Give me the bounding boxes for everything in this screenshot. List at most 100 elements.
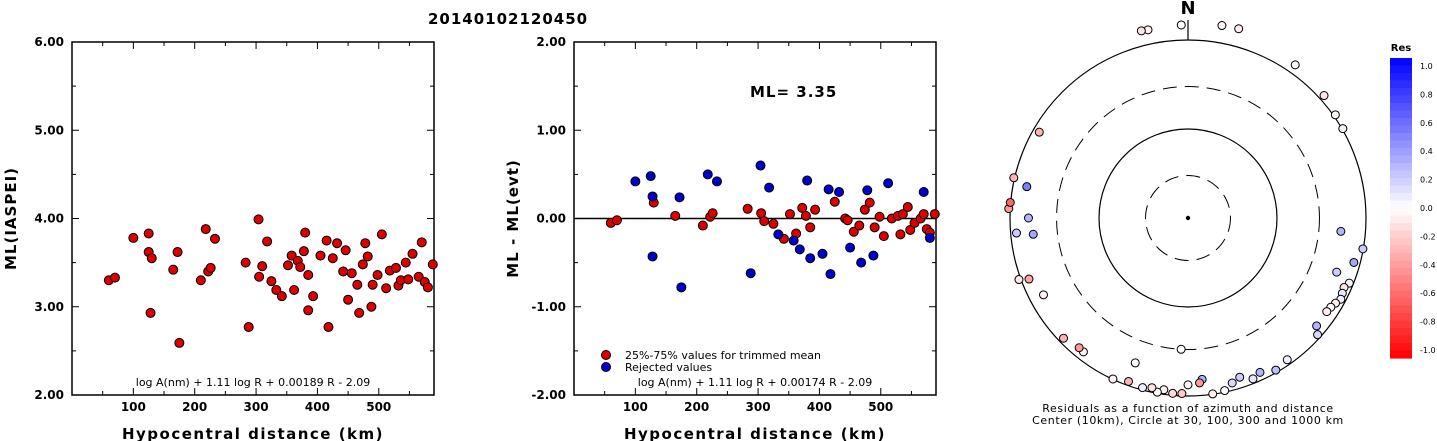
residual-point bbox=[1038, 290, 1048, 300]
data-point bbox=[823, 184, 834, 195]
x-tick-label: 200 bbox=[182, 400, 207, 414]
colorbar-segment bbox=[1390, 313, 1412, 322]
data-point bbox=[802, 175, 813, 186]
data-point bbox=[372, 269, 383, 280]
x-tick-label: 300 bbox=[746, 400, 771, 414]
data-point bbox=[346, 268, 357, 279]
data-point bbox=[862, 185, 873, 196]
data-point bbox=[289, 284, 300, 295]
residual-point bbox=[1023, 213, 1033, 223]
residual-point bbox=[1220, 386, 1230, 396]
data-point bbox=[367, 279, 378, 290]
data-point bbox=[146, 253, 157, 264]
residual-point bbox=[1271, 365, 1281, 375]
data-point bbox=[854, 220, 865, 231]
residual-point bbox=[1177, 389, 1187, 399]
center-dot bbox=[1185, 215, 1191, 221]
colorbar-segment bbox=[1390, 245, 1412, 254]
y-tick-label: 0.00 bbox=[536, 212, 566, 226]
colorbar-tick-label: 1.0 bbox=[1420, 62, 1433, 71]
colorbar-segment bbox=[1390, 80, 1412, 89]
data-point bbox=[340, 245, 351, 256]
data-point bbox=[174, 337, 185, 348]
data-point bbox=[797, 202, 808, 213]
y-tick-label: -2.00 bbox=[531, 388, 566, 402]
residual-point bbox=[1330, 110, 1340, 120]
colorbar-segment bbox=[1390, 260, 1412, 269]
residual-point bbox=[1124, 376, 1134, 386]
x-tick-label: 400 bbox=[807, 400, 832, 414]
data-point bbox=[266, 276, 277, 287]
legend-label: 25%-75% values for trimmed mean bbox=[625, 349, 821, 362]
colorbar-segment bbox=[1390, 140, 1412, 149]
residual-point bbox=[1319, 91, 1329, 101]
data-point bbox=[168, 264, 179, 275]
residual-point bbox=[1183, 380, 1193, 390]
colorbar-segment bbox=[1390, 185, 1412, 194]
data-point bbox=[308, 291, 319, 302]
north-label: N bbox=[1180, 0, 1195, 19]
legend-label: Rejected values bbox=[625, 361, 712, 374]
data-point bbox=[390, 262, 401, 273]
residual-point bbox=[1195, 378, 1205, 388]
colorbar-segment bbox=[1390, 148, 1412, 157]
residual-point bbox=[1168, 388, 1178, 398]
colorbar-title: Res bbox=[1391, 43, 1411, 54]
colorbar-tick-label: 0.0 bbox=[1420, 204, 1433, 213]
data-point bbox=[707, 208, 718, 219]
data-point bbox=[742, 203, 753, 214]
colorbar-segment bbox=[1390, 65, 1412, 74]
x-tick-label: 100 bbox=[623, 400, 648, 414]
residual-point bbox=[1176, 344, 1186, 354]
data-point bbox=[897, 209, 908, 220]
colorbar-segment bbox=[1390, 335, 1412, 344]
scatter-panel-2: 100 200 300 400 500 -2.00 -1.00 0.00 1.00 2.00 Hyp… bbox=[504, 35, 940, 441]
data-point bbox=[805, 222, 816, 233]
colorbar-tick-label: -0.2 bbox=[1420, 232, 1436, 241]
colorbar-segment bbox=[1390, 95, 1412, 104]
data-point bbox=[794, 244, 805, 255]
residual-point bbox=[1009, 173, 1019, 183]
colorbar-segment bbox=[1390, 200, 1412, 209]
data-point bbox=[859, 204, 870, 215]
ml-annotation: ML= 3.35 bbox=[750, 83, 837, 101]
data-point bbox=[645, 171, 656, 182]
data-point bbox=[805, 253, 816, 264]
colorbar-segment bbox=[1390, 305, 1412, 314]
colorbar-tick-label: 0.6 bbox=[1420, 119, 1433, 128]
data-point bbox=[647, 191, 658, 202]
residual-point bbox=[1349, 257, 1359, 267]
residual-point bbox=[1108, 374, 1118, 384]
residual-point bbox=[1034, 127, 1044, 137]
data-point bbox=[842, 215, 853, 226]
polar-caption-line-2: Center (10km), Circle at 30, 100, 300 an… bbox=[1032, 414, 1344, 427]
data-point bbox=[145, 307, 156, 318]
formula-text: log A(nm) + 1.11 log R + 0.00174 R - 2.0… bbox=[638, 376, 872, 389]
data-point bbox=[195, 275, 206, 286]
y-tick-label: 3.00 bbox=[34, 300, 64, 314]
data-point bbox=[924, 232, 935, 243]
residual-point bbox=[1255, 367, 1265, 377]
data-point bbox=[422, 282, 433, 293]
formula-text: log A(nm) + 1.11 log R + 0.00189 R - 2.0… bbox=[136, 376, 370, 389]
x-tick-label: 200 bbox=[684, 400, 709, 414]
data-point bbox=[338, 266, 349, 277]
colorbar-tick-label: 0.4 bbox=[1420, 147, 1433, 156]
x-axis-label: Hypocentral distance (km) bbox=[122, 425, 384, 441]
data-point bbox=[352, 279, 363, 290]
colorbar-segment bbox=[1390, 290, 1412, 299]
residual-point bbox=[1313, 330, 1323, 340]
y-tick-label: 5.00 bbox=[34, 123, 64, 137]
data-point bbox=[427, 259, 438, 270]
data-point bbox=[878, 231, 889, 242]
residual-point bbox=[1074, 343, 1084, 353]
scatter-panel-1: 100 200 300 400 500 2.00 3.00 4.00 5.00 6.00 Hypoc… bbox=[2, 35, 438, 441]
data-point bbox=[243, 322, 254, 333]
data-point bbox=[773, 229, 784, 240]
residual-point bbox=[1130, 358, 1140, 368]
data-point bbox=[343, 294, 354, 305]
x-axis-label: Hypocentral distance (km) bbox=[624, 425, 886, 441]
data-point bbox=[895, 229, 906, 240]
data-point bbox=[407, 248, 418, 259]
